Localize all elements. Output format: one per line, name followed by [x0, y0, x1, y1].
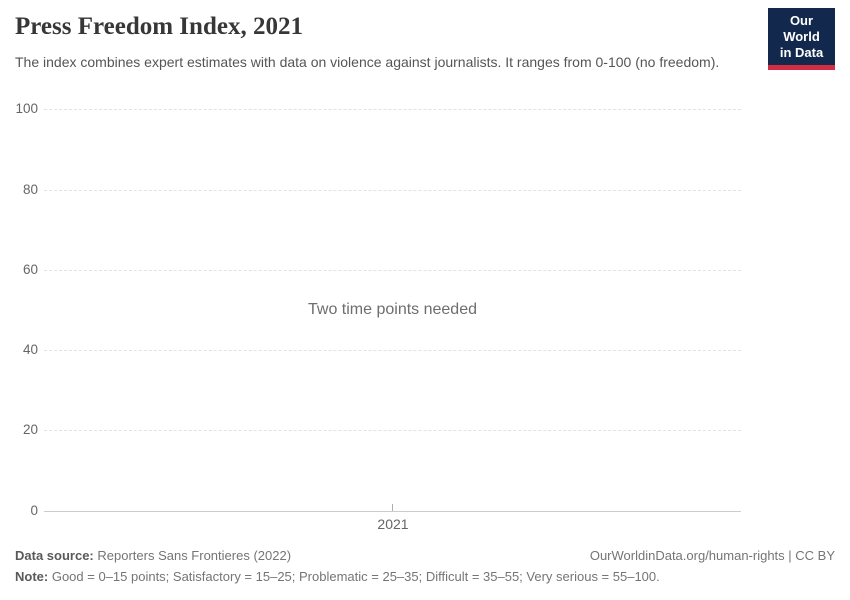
gridline-60 [44, 270, 741, 271]
x-axis-tick-label: 2021 [377, 516, 409, 532]
note-value: Good = 0–15 points; Satisfactory = 15–25… [51, 569, 660, 584]
owid-logo-line2: in Data [779, 45, 824, 60]
y-axis-tick-label: 40 [22, 342, 38, 357]
footer-source-row: Data source: Reporters Sans Frontieres (… [15, 548, 835, 563]
owid-logo: Our World in Data [768, 8, 835, 70]
owid-logo-text: Our World in Data [768, 8, 835, 65]
y-axis-tick-label: 100 [15, 101, 38, 116]
data-source-value: Reporters Sans Frontieres (2022) [97, 548, 292, 563]
rights-link[interactable]: OurWorldinData.org/human-rights | CC BY [589, 548, 835, 563]
data-source-label: Data source: [15, 548, 94, 563]
page-title: Press Freedom Index, 2021 [15, 13, 303, 40]
x-axis-line [44, 511, 741, 512]
gridline-20 [44, 430, 741, 431]
gridline-100 [44, 109, 741, 110]
owid-logo-red-bar [768, 65, 835, 70]
empty-state-message: Two time points needed [308, 301, 477, 318]
footer-note-row: Note: Good = 0–15 points; Satisfactory =… [15, 569, 660, 584]
gridline-80 [44, 190, 741, 191]
y-axis-tick-label: 0 [30, 503, 38, 518]
y-axis-tick-label: 60 [22, 262, 38, 277]
x-axis-tick-mark [392, 504, 393, 511]
gridline-40 [44, 350, 741, 351]
y-axis-tick-label: 80 [22, 182, 38, 197]
data-source: Data source: Reporters Sans Frontieres (… [15, 548, 291, 563]
note-label: Note: [15, 569, 49, 584]
y-axis-tick-label: 20 [22, 422, 38, 437]
owid-logo-line1: Our World [783, 13, 820, 44]
chart-subtitle: The index combines expert estimates with… [15, 54, 720, 70]
